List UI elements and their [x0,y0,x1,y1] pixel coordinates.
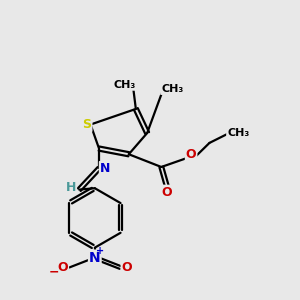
Text: O: O [186,148,196,160]
Text: O: O [58,261,68,274]
Text: O: O [162,186,172,199]
Text: N: N [100,162,110,175]
Text: +: + [96,246,104,256]
Text: −: − [49,266,59,278]
Text: H: H [66,181,76,194]
Text: O: O [122,261,132,274]
Text: CH₃: CH₃ [114,80,136,90]
Text: S: S [82,118,91,131]
Text: CH₃: CH₃ [161,84,183,94]
Text: N: N [89,250,100,265]
Text: CH₃: CH₃ [227,128,249,138]
